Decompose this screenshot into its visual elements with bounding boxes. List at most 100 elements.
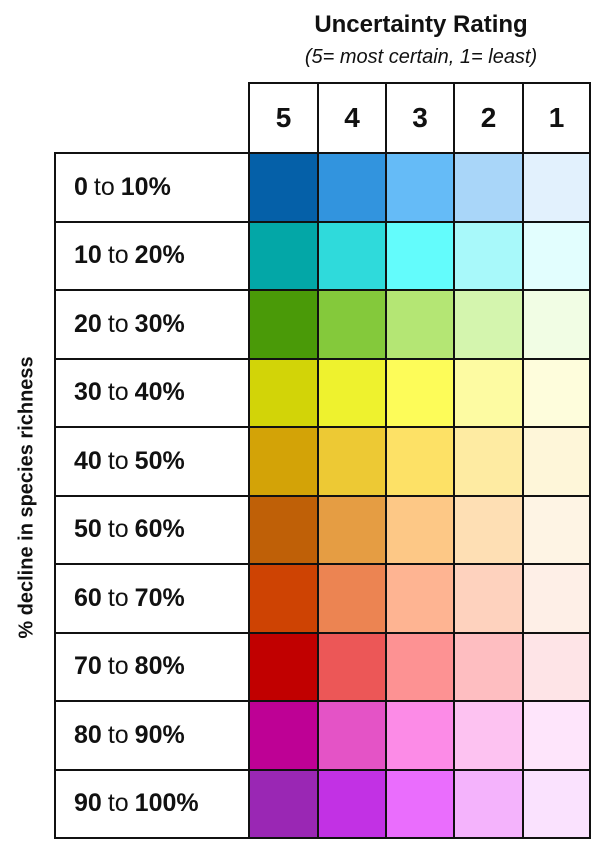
color-cell bbox=[248, 494, 319, 565]
color-cell bbox=[248, 220, 319, 291]
color-cell bbox=[453, 700, 524, 771]
color-cell bbox=[248, 152, 319, 223]
column-header-2: 2 bbox=[453, 82, 524, 154]
row-range-to-word: to bbox=[107, 583, 129, 612]
row-range-to: 40% bbox=[134, 378, 185, 407]
row-range-to: 80% bbox=[134, 652, 185, 681]
color-cell bbox=[453, 563, 524, 634]
row-range-from: 0 bbox=[74, 172, 88, 201]
row-range-from: 70 bbox=[74, 652, 102, 681]
color-cell bbox=[522, 563, 591, 634]
row-header: 80 to 90% bbox=[54, 700, 250, 771]
color-cell bbox=[248, 357, 319, 428]
row-range-from: 90 bbox=[74, 789, 102, 818]
color-cell bbox=[522, 494, 591, 565]
row-range-to: 60% bbox=[134, 515, 185, 544]
row-range-from: 30 bbox=[74, 378, 102, 407]
color-cell bbox=[385, 494, 455, 565]
color-cell bbox=[453, 220, 524, 291]
color-cell bbox=[385, 152, 455, 223]
color-cell bbox=[248, 563, 319, 634]
row-range-to: 30% bbox=[134, 309, 185, 338]
color-cell bbox=[453, 289, 524, 360]
color-cell bbox=[385, 357, 455, 428]
color-cell bbox=[317, 220, 387, 291]
column-header-5: 5 bbox=[248, 82, 319, 154]
color-cell bbox=[385, 631, 455, 702]
y-axis-label: % decline in species richness bbox=[15, 356, 38, 639]
color-cell bbox=[522, 220, 591, 291]
color-cell bbox=[385, 768, 455, 839]
grid-corner bbox=[55, 83, 249, 153]
row-header: 30 to 40% bbox=[54, 357, 250, 428]
row-range-to-word: to bbox=[107, 241, 129, 270]
color-cell bbox=[522, 426, 591, 497]
row-range-to: 100% bbox=[134, 789, 199, 818]
row-range-from: 80 bbox=[74, 720, 102, 749]
row-range-to-word: to bbox=[107, 652, 129, 681]
color-cell bbox=[317, 631, 387, 702]
color-cell bbox=[317, 357, 387, 428]
column-header-4: 4 bbox=[317, 82, 387, 154]
y-axis-label-container: % decline in species richness bbox=[2, 155, 52, 840]
row-header: 60 to 70% bbox=[54, 563, 250, 634]
color-cell bbox=[385, 220, 455, 291]
row-range-to-word: to bbox=[93, 172, 115, 201]
color-cell bbox=[248, 768, 319, 839]
color-cell bbox=[522, 631, 591, 702]
row-range-to: 90% bbox=[134, 720, 185, 749]
color-cell bbox=[317, 700, 387, 771]
color-cell bbox=[317, 289, 387, 360]
color-cell bbox=[385, 563, 455, 634]
row-range-from: 60 bbox=[74, 583, 102, 612]
color-cell bbox=[453, 494, 524, 565]
color-cell bbox=[453, 768, 524, 839]
color-cell bbox=[317, 426, 387, 497]
row-range-to-word: to bbox=[107, 720, 129, 749]
color-cell bbox=[317, 768, 387, 839]
column-header-3: 3 bbox=[385, 82, 455, 154]
color-cell bbox=[522, 700, 591, 771]
color-cell bbox=[453, 426, 524, 497]
row-range-to-word: to bbox=[107, 309, 129, 338]
row-range-from: 10 bbox=[74, 241, 102, 270]
color-cell bbox=[522, 289, 591, 360]
uncertainty-grid: 5 4 3 2 1 0 to 10% 10 to 20% 20 to 30% 30 to 40% 40 to 50% 5… bbox=[54, 82, 591, 839]
row-range-from: 20 bbox=[74, 309, 102, 338]
color-cell bbox=[522, 152, 591, 223]
row-range-to-word: to bbox=[107, 515, 129, 544]
color-cell bbox=[453, 357, 524, 428]
chart-title: Uncertainty Rating bbox=[314, 11, 528, 38]
color-cell bbox=[522, 357, 591, 428]
color-cell bbox=[522, 768, 591, 839]
color-cell bbox=[385, 426, 455, 497]
color-cell bbox=[385, 289, 455, 360]
color-cell bbox=[248, 426, 319, 497]
row-header: 50 to 60% bbox=[54, 494, 250, 565]
row-range-from: 50 bbox=[74, 515, 102, 544]
color-cell bbox=[317, 152, 387, 223]
row-header: 10 to 20% bbox=[54, 220, 250, 291]
row-header: 70 to 80% bbox=[54, 631, 250, 702]
row-range-to-word: to bbox=[107, 378, 129, 407]
chart-subtitle: (5= most certain, 1= least) bbox=[304, 46, 538, 68]
color-cell bbox=[248, 700, 319, 771]
column-header-1: 1 bbox=[522, 82, 591, 154]
row-range-to: 70% bbox=[134, 583, 185, 612]
color-cell bbox=[317, 494, 387, 565]
color-cell bbox=[453, 631, 524, 702]
row-header: 90 to 100% bbox=[54, 768, 250, 839]
row-range-from: 40 bbox=[74, 446, 102, 475]
row-header: 40 to 50% bbox=[54, 426, 250, 497]
row-range-to: 10% bbox=[120, 172, 171, 201]
color-cell bbox=[248, 289, 319, 360]
color-cell bbox=[317, 563, 387, 634]
color-cell bbox=[385, 700, 455, 771]
row-range-to-word: to bbox=[107, 446, 129, 475]
row-range-to: 20% bbox=[134, 241, 185, 270]
row-header: 20 to 30% bbox=[54, 289, 250, 360]
row-range-to: 50% bbox=[134, 446, 185, 475]
row-header: 0 to 10% bbox=[54, 152, 250, 223]
color-cell bbox=[248, 631, 319, 702]
row-range-to-word: to bbox=[107, 789, 129, 818]
